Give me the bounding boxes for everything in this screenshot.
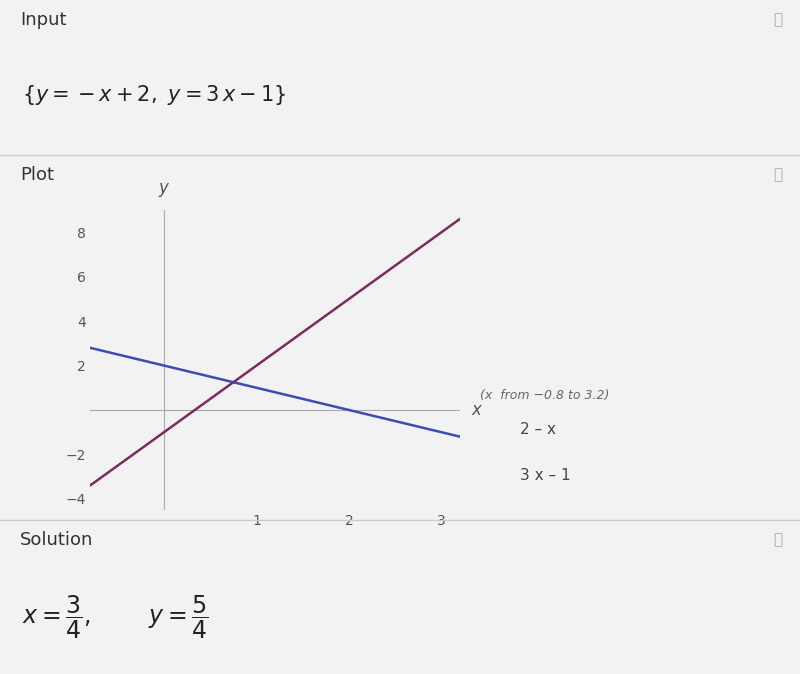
Text: 3 x – 1: 3 x – 1 [520, 468, 570, 483]
Text: (x  from −0.8 to 3.2): (x from −0.8 to 3.2) [480, 388, 610, 402]
Text: ⧉: ⧉ [774, 168, 782, 183]
Text: $y = \dfrac{5}{4}$: $y = \dfrac{5}{4}$ [148, 593, 209, 641]
Text: Solution: Solution [20, 531, 94, 549]
Text: $y$: $y$ [158, 181, 170, 199]
Text: ⧉: ⧉ [774, 532, 782, 547]
Text: $x = \dfrac{3}{4},$: $x = \dfrac{3}{4},$ [22, 593, 91, 641]
Text: Input: Input [20, 11, 66, 29]
Text: $x$: $x$ [471, 401, 483, 419]
Text: Plot: Plot [20, 166, 54, 184]
Text: ⧉: ⧉ [774, 13, 782, 28]
Text: $\{y = -x + 2,\ y = 3\,x - 1\}$: $\{y = -x + 2,\ y = 3\,x - 1\}$ [22, 83, 286, 107]
Text: 2 – x: 2 – x [520, 423, 556, 437]
